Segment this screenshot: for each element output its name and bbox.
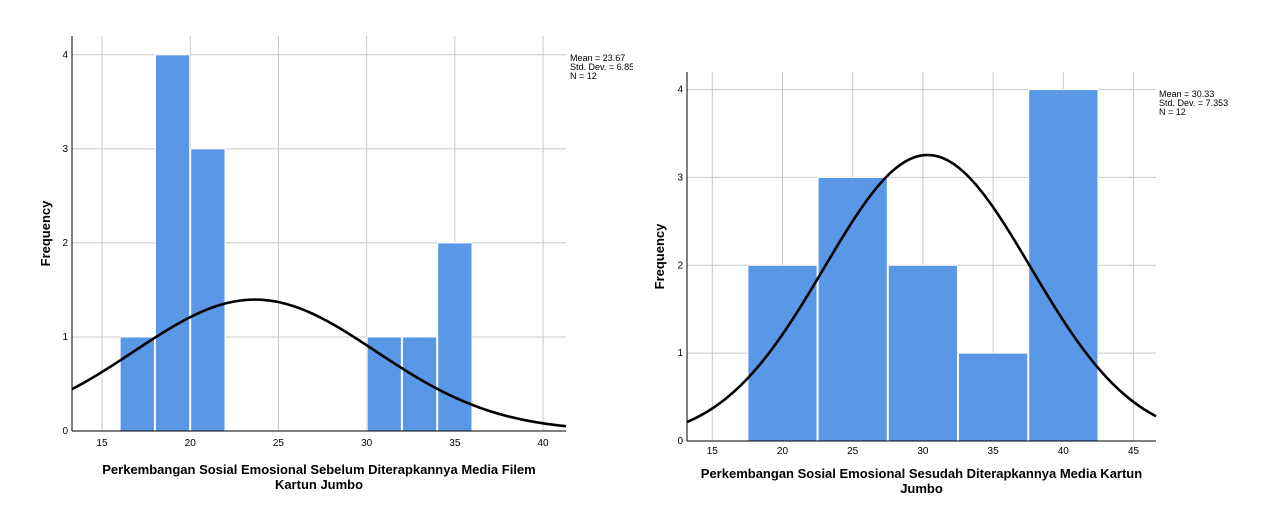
stats-line: Std. Dev. = 6.853	[570, 62, 633, 72]
normal-curve-line	[686, 153, 1157, 424]
y-tick-label: 4	[62, 50, 68, 61]
histogram-bar	[401, 336, 438, 432]
y-tick-label: 4	[677, 85, 683, 96]
histogram-bar	[154, 54, 191, 432]
histogram-bar	[1028, 89, 1099, 442]
x-axis-label: Kartun Jumbo	[275, 477, 363, 492]
y-tick-label: 1	[677, 348, 683, 359]
x-tick-label: 25	[847, 446, 859, 457]
y-axis-label: Frequency	[652, 223, 667, 290]
x-axis-label: Perkembangan Sosial Emosional Sebelum Di…	[102, 462, 535, 477]
histogram-panel-after: 15 20 25 30 35 40 45 0 1 2 3 4 Frequency Perkembangan…	[634, 0, 1262, 514]
histogram-bar	[958, 352, 1029, 442]
x-tick-label: 35	[988, 446, 1000, 457]
x-tick-label: 15	[707, 446, 719, 457]
x-tick-label: 30	[361, 438, 373, 449]
stats-line: N = 12	[570, 71, 597, 81]
histogram-after-chart: 15 20 25 30 35 40 45 0 1 2 3 4 Frequency Perkembangan…	[652, 72, 1228, 496]
histogram-panel-before: 15 20 25 30 35 40 0 1 2 3 4 Frequency Perkembangan S…	[0, 0, 639, 514]
x-tick-label: 25	[273, 438, 285, 449]
x-tick-label: 20	[185, 438, 197, 449]
stats-line: Mean = 30.33	[1159, 89, 1214, 99]
histogram-bar	[119, 336, 155, 432]
y-tick-label: 0	[62, 426, 68, 437]
histogram-bar	[437, 242, 473, 432]
y-tick-label: 1	[62, 332, 68, 343]
histogram-bar	[887, 264, 959, 442]
y-tick-label: 0	[677, 436, 683, 447]
normal-curve-line	[71, 298, 567, 428]
x-tick-label: 45	[1128, 446, 1140, 457]
x-tick-label: 20	[777, 446, 789, 457]
x-tick-label: 15	[96, 438, 108, 449]
x-axis-label: Jumbo	[900, 481, 943, 496]
histogram-before-chart: 15 20 25 30 35 40 0 1 2 3 4 Frequency Perkembangan S…	[38, 36, 639, 492]
histogram-bar	[366, 336, 402, 432]
y-axis-label: Frequency	[38, 200, 53, 267]
stats-line: Std. Dev. = 7.353	[1159, 98, 1228, 108]
histogram-bar	[747, 264, 818, 442]
y-tick-label: 2	[62, 238, 68, 249]
histogram-bar	[817, 176, 888, 442]
x-axis-label: Perkembangan Sosial Emosional Sesudah Di…	[701, 466, 1142, 481]
x-tick-label: 30	[917, 446, 929, 457]
y-tick-label: 2	[677, 260, 683, 271]
stats-line: N = 12	[1159, 107, 1186, 117]
x-tick-label: 40	[538, 438, 550, 449]
y-tick-label: 3	[62, 144, 68, 155]
histogram-bar	[190, 148, 226, 432]
stats-line: Mean = 23.67	[570, 53, 625, 63]
x-tick-label: 40	[1058, 446, 1070, 457]
y-tick-label: 3	[677, 172, 683, 183]
x-tick-label: 35	[449, 438, 461, 449]
